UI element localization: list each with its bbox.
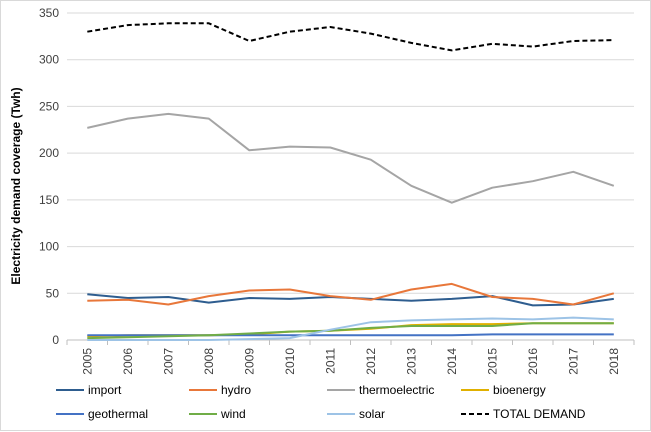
y-tick-label: 150 [39,193,59,207]
legend-item: TOTAL DEMAND [461,407,586,421]
series-line-total-demand [87,22,614,52]
legend-label: wind [220,407,246,421]
series-lines [87,22,615,341]
y-tick-label: 100 [39,240,59,254]
x-tick-label: 2005 [80,348,94,375]
legend-label: solar [359,407,385,421]
x-tick-label: 2009 [242,348,256,375]
x-tick-label: 2018 [607,348,621,375]
legend-label: import [88,383,122,397]
x-tick-label: 2016 [526,348,540,375]
series-line-hydro [87,282,615,306]
y-tick-label: 50 [46,286,60,300]
legend-label: bioenergy [493,383,546,397]
x-tick-label: 2012 [364,348,378,375]
legend-item: solar [327,407,385,421]
y-tick-label: 0 [52,333,59,347]
legend-item: bioenergy [461,383,546,397]
x-tick-label: 2013 [404,348,418,375]
x-tick-label: 2014 [445,348,459,375]
x-tick-label: 2010 [283,348,297,375]
y-axis-title: Electricity demand coverage (Twh) [9,87,23,284]
legend-label: hydro [221,383,251,397]
x-tick-labels: 2005 2006 2007 2008 2009 2010 2011 2012 2013 2014… [80,348,621,375]
legend-item: thermoelectric [327,383,434,397]
y-tick-label: 250 [39,99,59,113]
x-tick-label: 2006 [121,348,135,375]
x-tick-label: 2008 [202,348,216,375]
x-tick-label: 2007 [161,348,175,375]
legend-item: wind [189,407,246,421]
series-line-thermoelectric [87,112,615,204]
x-tick-label: 2011 [323,348,337,374]
legend-label: TOTAL DEMAND [493,407,586,421]
gridlines [67,12,634,294]
series-line-geothermal [87,333,614,337]
series-line-solar [87,316,614,341]
y-tick-label: 300 [39,53,59,67]
legend-item: hydro [189,383,251,397]
legend-item: geothermal [56,407,148,421]
x-tick-label: 2015 [485,348,499,375]
legend: import hydro thermoelectric bioenergy geothe… [56,383,586,421]
y-tick-label: 200 [39,146,59,160]
x-tick-label: 2017 [566,348,580,375]
legend-item: import [56,383,122,397]
legend-label: thermoelectric [359,383,434,397]
legend-label: geothermal [88,407,148,421]
y-tick-label: 350 [39,6,59,20]
series-line-wind [87,322,614,340]
y-tick-labels: 0 50 100 150 200 250 300 350 [39,6,59,347]
